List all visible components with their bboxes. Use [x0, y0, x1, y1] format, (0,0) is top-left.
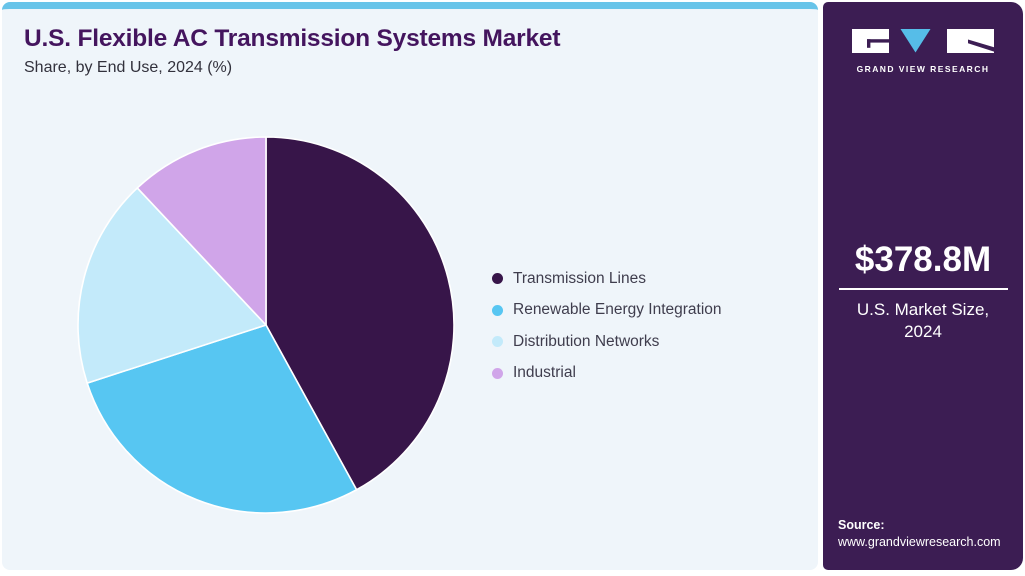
market-size-value: $378.8M: [854, 240, 992, 279]
legend-swatch: [492, 367, 503, 379]
sidebar: GRAND VIEW RESEARCH $378.8M U.S. Market …: [823, 2, 1023, 570]
legend-label: Distribution Networks: [513, 332, 660, 350]
divider: [838, 288, 1008, 290]
chart-card: U.S. Flexible AC Transmission Systems Ma…: [2, 2, 818, 570]
legend-label: Industrial: [513, 364, 576, 382]
pie-slice-1: [86, 324, 358, 514]
pie-slice-0: [265, 136, 455, 491]
legend-swatch: [492, 336, 503, 348]
legend-item: Industrial: [492, 358, 722, 390]
pie-slice-3: [136, 136, 267, 326]
pie-slice-2: [77, 187, 267, 384]
page-title: U.S. Flexible AC Transmission Systems Ma…: [24, 25, 561, 52]
source-label: Source:: [838, 518, 885, 532]
legend-item: Renewable Energy Integration: [492, 295, 722, 327]
page-subtitle: Share, by End Use, 2024 (%): [24, 59, 233, 76]
market-size-caption-line2: 2024: [904, 322, 942, 342]
brand-name: GRAND VIEW RESEARCH: [856, 64, 990, 74]
legend: Transmission Lines Renewable Energy Inte…: [492, 263, 722, 389]
legend-item: Transmission Lines: [492, 263, 722, 295]
source-url[interactable]: www.grandviewresearch.com: [838, 534, 1001, 549]
brand-logo: GRAND VIEW RESEARCH: [852, 29, 994, 74]
market-size-block: $378.8M U.S. Market Size, 2024: [823, 240, 1023, 343]
legend-label: Transmission Lines: [513, 269, 646, 287]
market-size-caption: U.S. Market Size, 2024: [823, 299, 1023, 343]
legend-label: Renewable Energy Integration: [513, 301, 722, 319]
source-block: Source: www.grandviewresearch.com: [838, 517, 1001, 551]
gvr-logo-icon: [852, 29, 994, 53]
legend-swatch: [492, 273, 503, 285]
market-size-caption-line1: U.S. Market Size,: [856, 300, 990, 319]
legend-item: Distribution Networks: [492, 326, 722, 358]
legend-swatch: [492, 304, 503, 316]
pie-chart: [77, 136, 455, 514]
